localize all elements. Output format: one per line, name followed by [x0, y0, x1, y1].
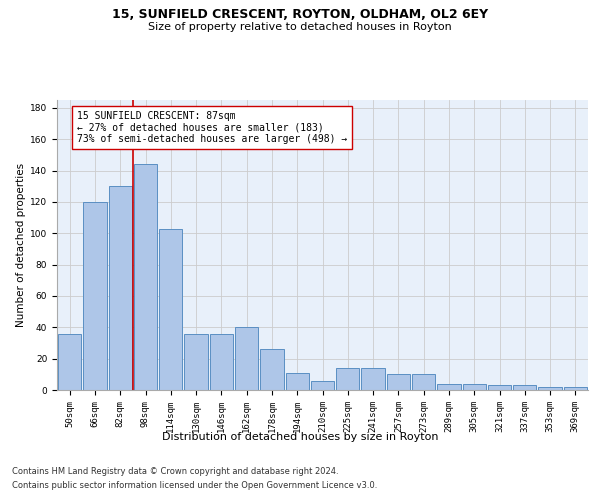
- Bar: [134, 164, 157, 390]
- Text: Contains HM Land Registry data © Crown copyright and database right 2024.: Contains HM Land Registry data © Crown c…: [12, 468, 338, 476]
- Bar: [463, 384, 486, 390]
- Bar: [412, 374, 435, 390]
- Bar: [437, 384, 461, 390]
- Bar: [159, 228, 182, 390]
- Bar: [184, 334, 208, 390]
- Text: 15 SUNFIELD CRESCENT: 87sqm
← 27% of detached houses are smaller (183)
73% of se: 15 SUNFIELD CRESCENT: 87sqm ← 27% of det…: [77, 111, 347, 144]
- Bar: [336, 368, 359, 390]
- Bar: [260, 349, 284, 390]
- Bar: [564, 387, 587, 390]
- Bar: [58, 334, 81, 390]
- Bar: [311, 380, 334, 390]
- Bar: [109, 186, 132, 390]
- Y-axis label: Number of detached properties: Number of detached properties: [16, 163, 26, 327]
- Bar: [210, 334, 233, 390]
- Text: 15, SUNFIELD CRESCENT, ROYTON, OLDHAM, OL2 6EY: 15, SUNFIELD CRESCENT, ROYTON, OLDHAM, O…: [112, 8, 488, 20]
- Text: Contains public sector information licensed under the Open Government Licence v3: Contains public sector information licen…: [12, 481, 377, 490]
- Bar: [361, 368, 385, 390]
- Bar: [387, 374, 410, 390]
- Bar: [488, 386, 511, 390]
- Text: Distribution of detached houses by size in Royton: Distribution of detached houses by size …: [162, 432, 438, 442]
- Text: Size of property relative to detached houses in Royton: Size of property relative to detached ho…: [148, 22, 452, 32]
- Bar: [513, 386, 536, 390]
- Bar: [235, 328, 258, 390]
- Bar: [83, 202, 107, 390]
- Bar: [538, 387, 562, 390]
- Bar: [286, 373, 309, 390]
